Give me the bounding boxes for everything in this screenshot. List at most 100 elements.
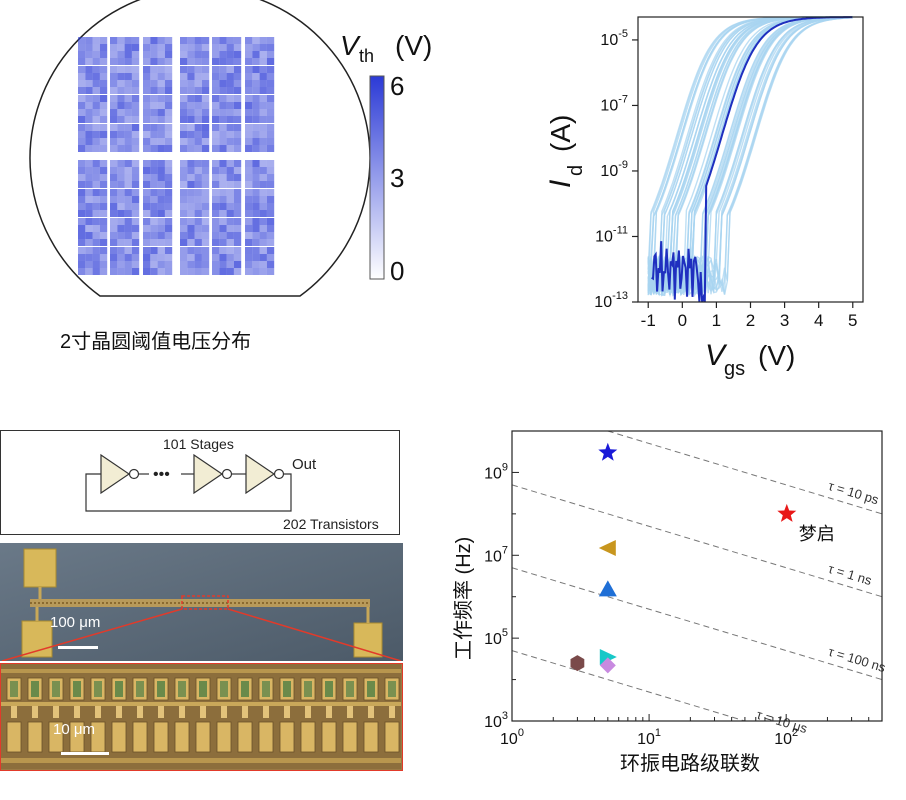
scatter-y-axis: 103 105 107 109 <box>484 430 519 731</box>
colorbar-title-unit: (V) <box>395 30 432 61</box>
transistor-cell <box>90 677 106 753</box>
wafer-die <box>110 189 140 217</box>
iv-y-label-sub: d <box>565 165 587 176</box>
inverter-1-bubble <box>128 468 140 480</box>
wafer-die <box>245 189 275 217</box>
tau-reference-label: τ = 1 ns <box>827 561 874 588</box>
wafer-map-panel: V th (V) 6 3 0 2寸晶圆阈值电压分布 <box>29 0 432 353</box>
tau-reference-line <box>512 650 747 721</box>
iv-y-tick-label: 10-11 <box>595 224 628 245</box>
wafer-die <box>180 124 210 152</box>
feedback-wire <box>85 473 292 512</box>
scatter-point-star <box>598 442 618 461</box>
scatter-point-star <box>777 503 797 522</box>
zoomed-micrograph: 10 μm <box>0 663 403 771</box>
ring-oscillator-schematic: ••• 101 Stages Out 202 Transistors <box>0 430 400 535</box>
scatter-point-label: 梦启 <box>799 524 835 544</box>
iv-x-label: V gs (V) <box>705 339 795 380</box>
wafer-die <box>143 124 173 152</box>
wafer-die <box>143 218 173 246</box>
scatter-point-triangle-left <box>598 539 616 556</box>
iv-x-label-sub: gs <box>724 358 745 380</box>
wafer-die <box>78 66 108 94</box>
scatter-point-hexagon <box>570 655 585 672</box>
wafer-die <box>212 160 242 188</box>
wafer-die <box>212 218 242 246</box>
iv-y-tick-label: 10-5 <box>600 28 628 49</box>
scatter-points: 梦启 <box>570 442 835 674</box>
contact-pad <box>23 548 57 588</box>
wafer-die <box>78 247 108 275</box>
iv-y-tick-label: 10-9 <box>600 159 628 180</box>
iv-x-label-main: V <box>705 339 728 372</box>
transistor-cell <box>258 677 274 753</box>
iv-x-tick-label: -1 <box>641 311 656 330</box>
iv-y-tick-label: 10-13 <box>594 290 628 311</box>
metal-line <box>1 758 401 763</box>
transistor-cell <box>174 677 190 753</box>
transistor-cell <box>321 677 337 753</box>
wafer-die <box>245 37 275 65</box>
scale-label-100um: 100 μm <box>50 614 100 631</box>
inverter-1 <box>100 453 131 495</box>
iv-y-label: I d (A) <box>544 115 587 188</box>
contact-pad <box>353 622 383 658</box>
iv-x-tick-label: 0 <box>678 311 687 330</box>
iv-x-tick-label: 4 <box>814 311 823 330</box>
iv-y-tick-label: 10-7 <box>600 93 628 114</box>
tau-reference-line <box>606 431 882 515</box>
transistor-cell <box>342 677 358 753</box>
wafer-die <box>180 247 210 275</box>
wafer-die <box>212 189 242 217</box>
colorbar-title-v: V <box>340 30 361 61</box>
colorbar <box>369 75 385 280</box>
wafer-die <box>78 189 108 217</box>
iv-x-tick-label: 1 <box>712 311 721 330</box>
schematic-drawing: ••• 101 Stages Out 202 Transistors <box>85 436 379 532</box>
scale-bar-10um <box>61 752 109 755</box>
colorbar-tick-6: 6 <box>390 71 404 101</box>
zoom-line-left <box>1 608 183 661</box>
scatter-x-tick-label: 102 <box>774 727 798 748</box>
inverter-3 <box>245 453 276 495</box>
wafer-die <box>212 37 242 65</box>
transistor-cell <box>27 677 43 753</box>
scale-bar-100um <box>58 646 98 649</box>
zoom-line-right <box>227 608 402 661</box>
scatter-y-tick-label: 103 <box>484 710 508 731</box>
wafer-die <box>78 95 108 123</box>
wafer-die <box>245 124 275 152</box>
scatter-y-tick-label: 105 <box>484 627 508 648</box>
wafer-die <box>180 218 210 246</box>
metal-line <box>1 702 401 706</box>
wafer-die <box>78 37 108 65</box>
iv-x-axis: -1 0 1 2 3 4 5 <box>641 302 858 330</box>
ellipsis-dots: ••• <box>153 466 170 483</box>
wafer-die <box>245 160 275 188</box>
wafer-die <box>245 95 275 123</box>
transistor-cell <box>216 677 232 753</box>
tau-reference-labels: τ = 10 psτ = 1 nsτ = 100 nsτ = 10 μs <box>755 478 888 736</box>
tau-reference-label: τ = 10 ps <box>827 478 881 507</box>
iv-y-label-main: I <box>544 180 577 188</box>
wafer-die <box>180 37 210 65</box>
wafer-die <box>245 218 275 246</box>
transistor-cell <box>132 677 148 753</box>
transistor-cell <box>195 677 211 753</box>
scatter-y-tick-label: 107 <box>484 544 508 565</box>
zoomed-drawing: 10 μm <box>1 664 401 769</box>
wafer-die <box>110 37 140 65</box>
wafer-die <box>78 124 108 152</box>
iv-x-label-unit: (V) <box>758 340 795 371</box>
wafer-die <box>212 95 242 123</box>
iv-median-curve <box>651 16 853 303</box>
out-label: Out <box>292 456 317 473</box>
iv-y-axis: 10-5 10-7 10-9 10-11 10-13 <box>594 28 638 311</box>
iv-y-label-unit: (A) <box>545 115 576 152</box>
wafer-die <box>143 247 173 275</box>
transistor-cell <box>6 677 22 753</box>
inverter-2 <box>193 453 224 495</box>
wafer-die <box>143 37 173 65</box>
wafer-die <box>245 66 275 94</box>
wafer-die <box>180 160 210 188</box>
